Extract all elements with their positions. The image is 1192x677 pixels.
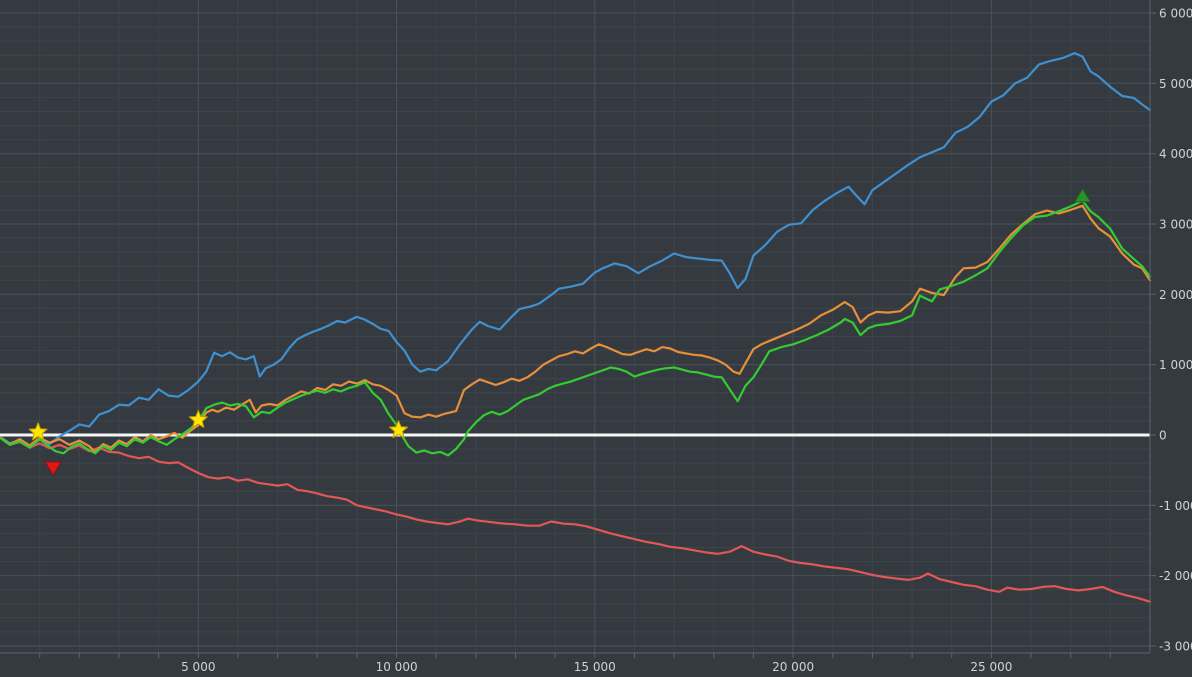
x-axis-tick-label: 10 000 [376, 660, 418, 674]
trade-marker-star-icon[interactable] [389, 420, 409, 439]
y-axis-tick-label: -3 000 [1159, 640, 1192, 654]
series-red [0, 436, 1152, 603]
y-axis-tick-label: -1 000 [1159, 499, 1192, 513]
y-axis-tick-label: 6 000 [1159, 7, 1192, 21]
x-axis-tick-label: 20 000 [772, 660, 814, 674]
trade-marker-star-icon[interactable] [28, 422, 48, 441]
trade-marker-buy-arrow-icon[interactable] [1074, 188, 1092, 203]
y-axis-tick-label: 2 000 [1159, 288, 1192, 302]
x-axis-tick-label: 15 000 [574, 660, 616, 674]
y-axis-tick-label: 1 000 [1159, 358, 1192, 372]
series-green [0, 199, 1152, 457]
x-axis-tick-label: 5 000 [181, 660, 215, 674]
trade-marker-sell-arrow-icon[interactable] [44, 461, 62, 476]
y-axis-tick-label: 3 000 [1159, 218, 1192, 232]
y-axis-tick-label: 5 000 [1159, 77, 1192, 91]
series-blue [0, 51, 1152, 448]
trade-marker-star-icon[interactable] [188, 409, 208, 428]
y-axis-tick-label: -2 000 [1159, 569, 1192, 583]
y-axis-tick-label: 4 000 [1159, 147, 1192, 161]
series-orange [0, 204, 1152, 453]
x-axis-tick-label: 25 000 [970, 660, 1012, 674]
y-axis-tick-label: 0 [1159, 429, 1167, 443]
